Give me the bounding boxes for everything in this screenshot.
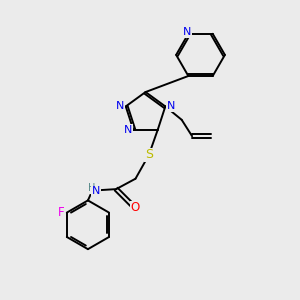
Text: F: F	[58, 206, 64, 219]
Text: S: S	[145, 148, 153, 161]
Text: N: N	[116, 101, 124, 111]
Text: N: N	[92, 186, 100, 196]
Text: N: N	[183, 27, 191, 37]
Text: N: N	[167, 101, 175, 111]
Text: O: O	[130, 201, 140, 214]
Text: H: H	[88, 183, 95, 193]
Text: N: N	[124, 125, 132, 135]
